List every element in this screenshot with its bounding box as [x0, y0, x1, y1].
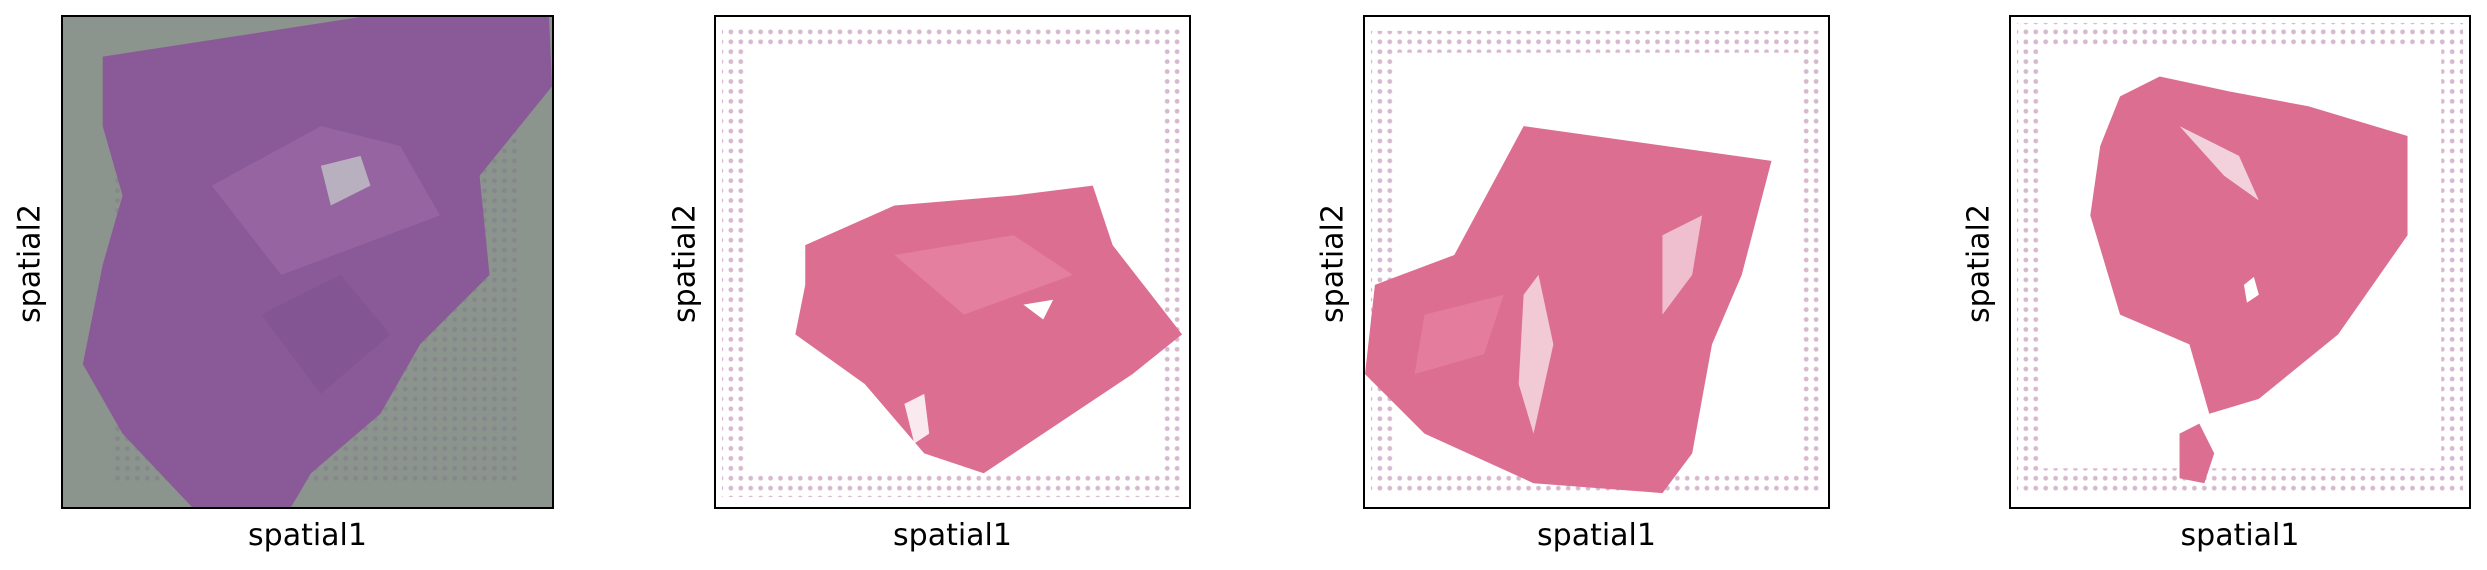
spot-border-bottom [2016, 468, 2464, 493]
tissue-section [2090, 76, 2408, 414]
spot-border-top [1370, 30, 1823, 53]
panel-1-image-frame [61, 15, 554, 509]
spot-border-top [2016, 22, 2464, 45]
spot-border-right [2441, 42, 2464, 470]
panel-4-x-axis-label: spatial1 [2180, 518, 2300, 553]
panel-3-y-axis-label: spatial2 [1315, 204, 1351, 323]
panel-3-image-frame [1363, 15, 1830, 509]
panel-3-x-axis-label: spatial1 [1537, 518, 1656, 553]
spot-border-right [1161, 46, 1184, 474]
tissue-fragment [2179, 423, 2215, 484]
spot-border-left [2016, 42, 2039, 470]
panel-2-tissue-image [721, 26, 1184, 498]
spot-border-left [1370, 50, 1393, 472]
panel-4-y-axis-label: spatial2 [1961, 204, 1997, 323]
spot-border-bottom [721, 473, 1184, 498]
panel-1-y-axis-label: spatial2 [12, 204, 48, 323]
spot-border-top [721, 26, 1184, 49]
panel-4-tissue-image [2016, 22, 2464, 493]
panel-2-y-axis-label: spatial2 [667, 204, 703, 323]
spot-border-right [1800, 50, 1823, 472]
panel-3-tissue-image [1365, 30, 1823, 496]
panel-2-image-frame [714, 15, 1191, 509]
panel-4-image-frame [2009, 15, 2471, 509]
tissue-section [1365, 126, 1772, 494]
panel-2-x-axis-label: spatial1 [893, 518, 1012, 553]
panel-1-tissue-image [82, 17, 552, 507]
tissue-section [795, 185, 1183, 474]
tissue-section [82, 17, 552, 507]
panel-1-x-axis-label: spatial1 [248, 518, 367, 553]
spot-border-left [721, 46, 744, 474]
